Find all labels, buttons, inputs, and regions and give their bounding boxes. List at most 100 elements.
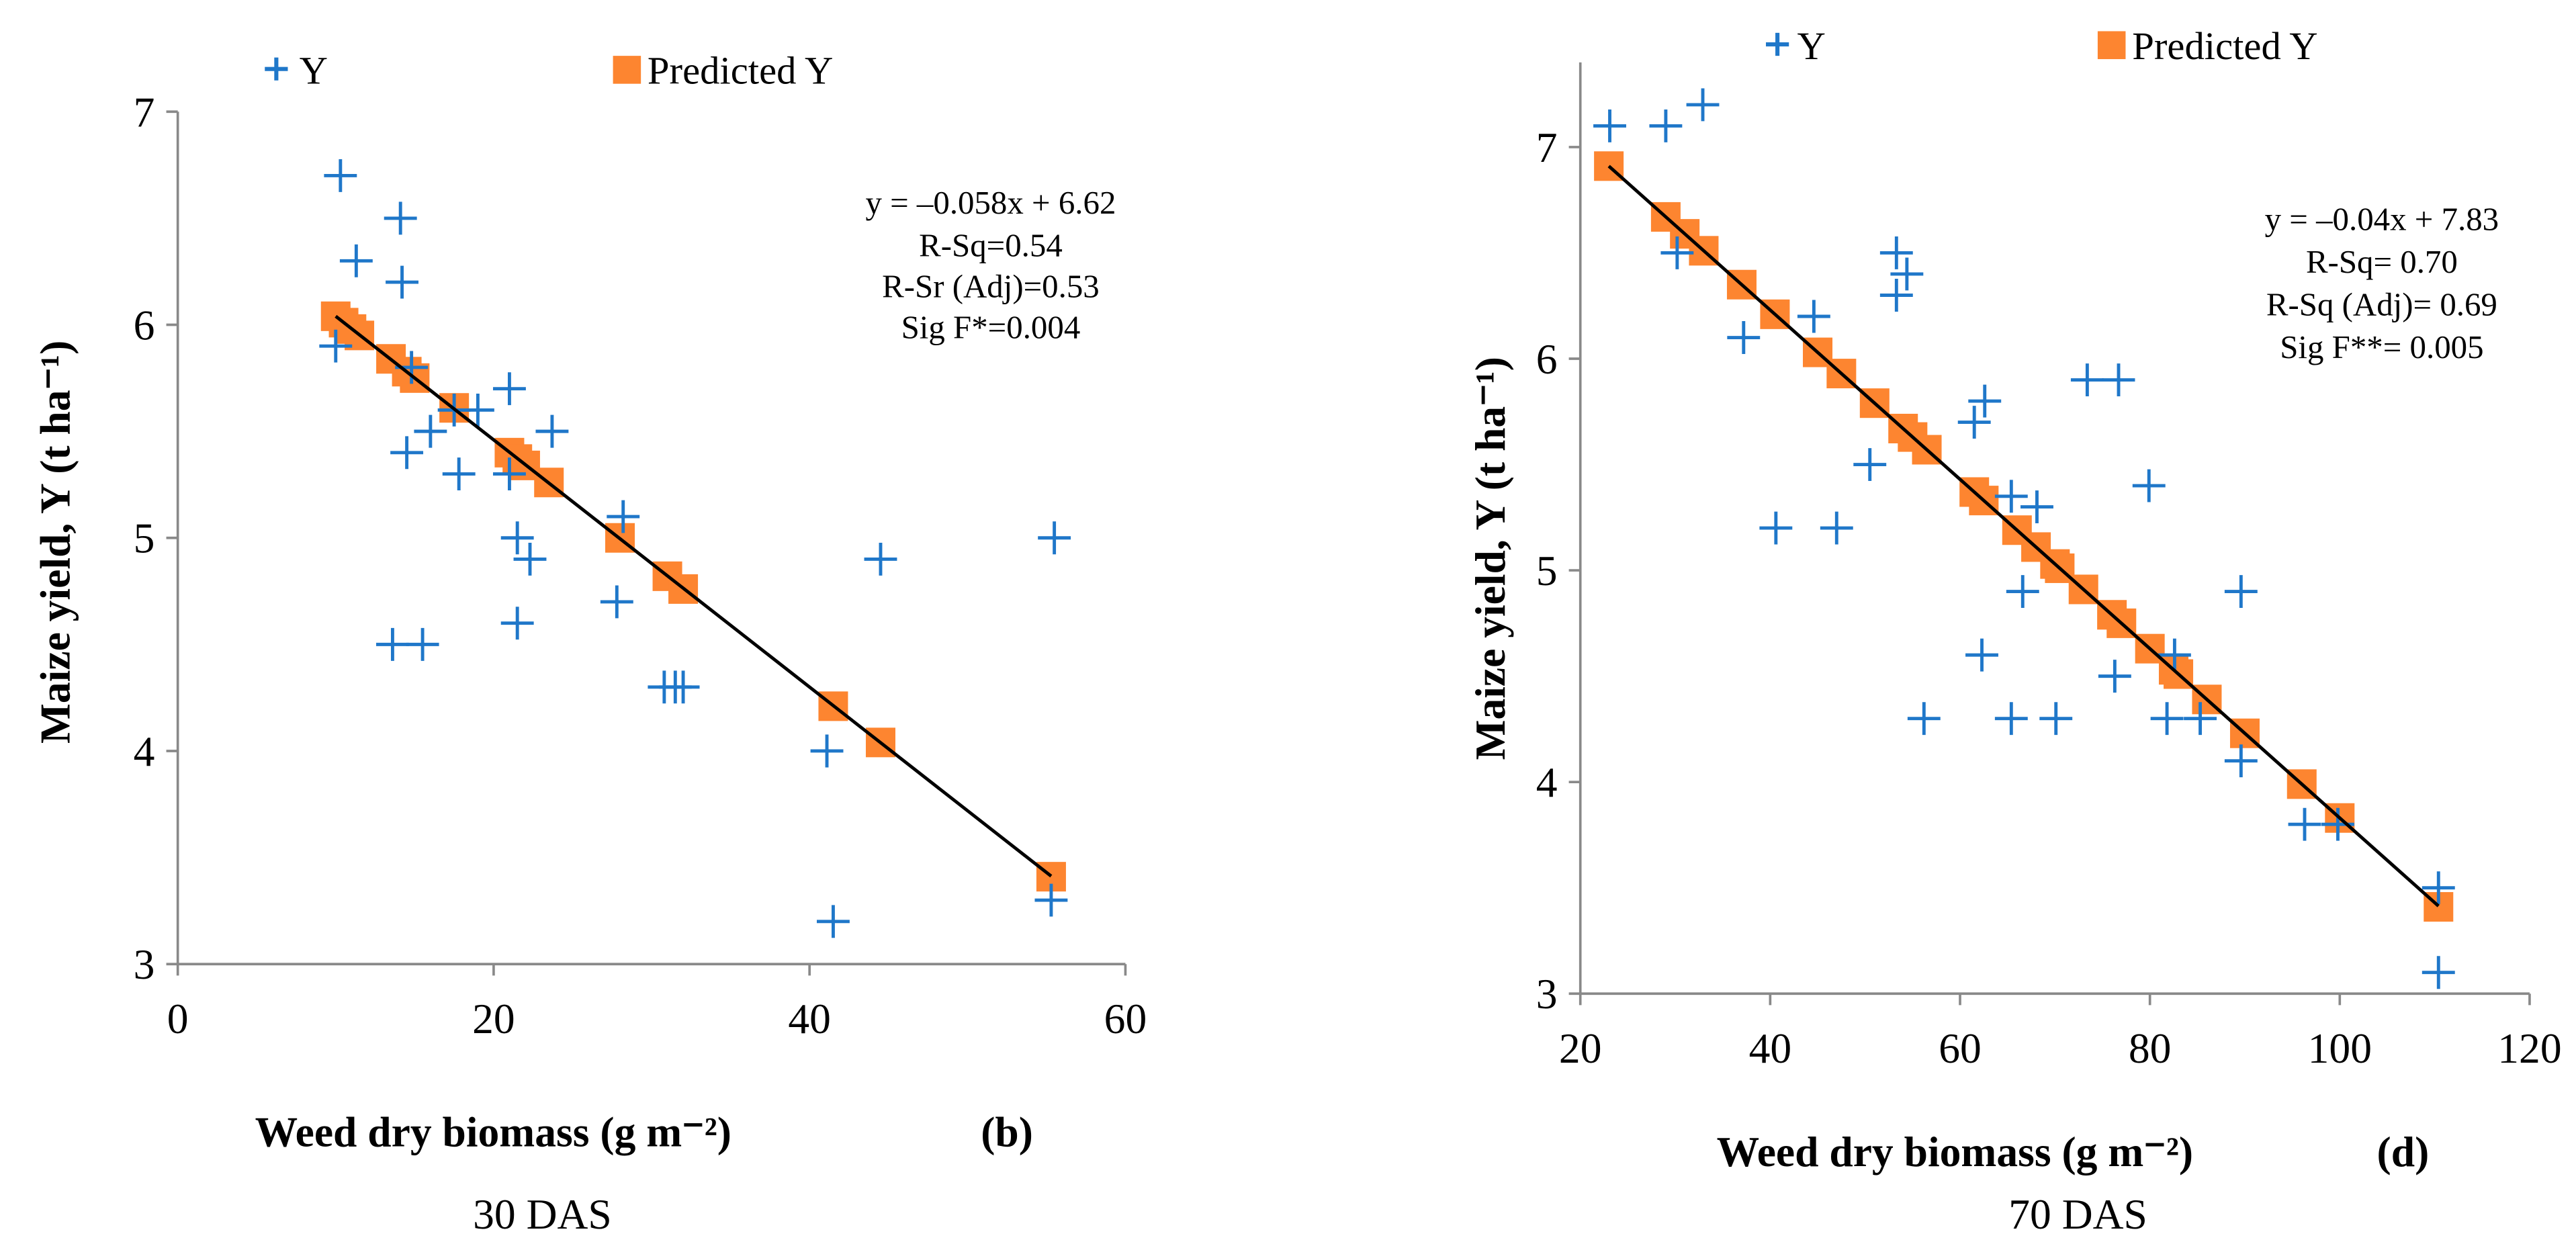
- observed-point: [1593, 109, 1626, 142]
- observed-point: [324, 159, 357, 192]
- observed-point: [339, 244, 373, 277]
- y-tick-label: 6: [1536, 335, 1558, 383]
- observed-point: [2224, 744, 2258, 778]
- observed-point: [2150, 702, 2184, 736]
- observed-point: [2006, 575, 2039, 609]
- observed-point: [1038, 521, 1071, 555]
- x-tick-label: 20: [1559, 1024, 1602, 1072]
- y-tick-label: 5: [1536, 547, 1558, 594]
- observed-point: [500, 521, 534, 555]
- observed-point: [1660, 236, 1694, 269]
- observed-point: [2184, 702, 2217, 736]
- observed-point: [513, 543, 547, 576]
- y-tick-label: 3: [1536, 970, 1558, 1018]
- observed-point: [386, 265, 418, 299]
- observed-point: [461, 393, 494, 427]
- legend-predicted-marker: [613, 56, 641, 84]
- observed-point: [1853, 448, 1887, 482]
- observed-point: [607, 500, 640, 533]
- panel-label: (d): [2377, 1128, 2430, 1176]
- y-tick-label: 6: [134, 302, 155, 349]
- observed-point: [810, 734, 844, 768]
- x-tick-label: 60: [1939, 1024, 1982, 1072]
- legend-predicted-marker: [2097, 31, 2126, 60]
- r-sq-text: R-Sq= 0.70: [2306, 243, 2458, 280]
- observed-point: [666, 670, 700, 704]
- observed-point: [442, 457, 476, 491]
- observed-point: [1957, 406, 1991, 439]
- y-tick-label: 5: [134, 515, 155, 562]
- observed-point: [1879, 236, 1913, 269]
- y-tick-label: 4: [134, 727, 155, 775]
- observed-point: [2158, 638, 2191, 672]
- observed-point: [2288, 807, 2321, 841]
- observed-point: [1034, 883, 1068, 917]
- x-axis-title: Weed dry biomass (g m⁻²): [255, 1108, 731, 1156]
- y-tick-label: 4: [1536, 758, 1558, 806]
- observed-point: [1759, 511, 1793, 545]
- annotation: y = –0.058x + 6.62 R-Sq=0.54 R-Sr (Adj)=…: [865, 184, 1116, 346]
- chart-panel-70-das: Y Predicted Y y = –0.04x + 7.83 R-Sq= 0.…: [1466, 24, 2561, 1238]
- observed-point: [864, 543, 897, 576]
- observed-point: [1879, 279, 1913, 312]
- observed-point: [384, 202, 417, 235]
- y-axis-title: Maize yield, Y (t ha⁻¹): [31, 341, 79, 744]
- observed-point: [1649, 109, 1683, 142]
- observed-point: [414, 414, 447, 448]
- observed-point: [2098, 660, 2131, 693]
- observed-point: [1968, 384, 2002, 418]
- x-tick-label: 120: [2497, 1024, 2561, 1072]
- observed-point: [600, 585, 633, 619]
- observed-point: [816, 905, 850, 938]
- observed-series: [319, 159, 1071, 938]
- caption: 70 DAS: [2008, 1190, 2147, 1238]
- x-tick-label: 40: [788, 995, 831, 1043]
- x-tick-label: 20: [472, 995, 515, 1043]
- observed-point: [2070, 363, 2104, 396]
- observed-point: [1686, 88, 1720, 122]
- observed-point: [535, 414, 569, 448]
- observed-point: [319, 329, 353, 363]
- observed-point: [492, 457, 526, 491]
- observed-point: [2039, 702, 2073, 736]
- panel-label: (b): [981, 1108, 1033, 1156]
- x-tick-label: 100: [2308, 1024, 2372, 1072]
- observed-point: [1890, 257, 1924, 291]
- observed-series: [1593, 88, 2455, 989]
- x-axis-title: Weed dry biomass (g m⁻²): [1717, 1128, 2193, 1176]
- observed-point: [406, 627, 439, 661]
- sig-f-text: Sig F*=0.004: [901, 309, 1081, 346]
- r-sq-text: R-Sq=0.54: [919, 226, 1063, 263]
- equation-text: y = –0.058x + 6.62: [865, 184, 1116, 221]
- observed-point: [2422, 956, 2455, 989]
- regression-line: [1607, 165, 2440, 907]
- observed-point: [1994, 480, 2028, 513]
- caption: 30 DAS: [473, 1190, 612, 1238]
- equation-text: y = –0.04x + 7.83: [2265, 200, 2499, 237]
- x-tick-label: 40: [1749, 1024, 1792, 1072]
- observed-point: [390, 436, 424, 470]
- observed-point: [2132, 469, 2166, 502]
- observed-point: [1797, 300, 1830, 333]
- observed-point: [2102, 363, 2135, 396]
- sig-f-text: Sig F**= 0.005: [2280, 328, 2483, 365]
- legend-predicted-label: Predicted Y: [648, 49, 833, 93]
- annotation: y = –0.04x + 7.83 R-Sq= 0.70 R-Sq (Adj)=…: [2265, 200, 2499, 365]
- observed-point: [1994, 702, 2028, 736]
- axes: 3 4 5 6 7 20 40 60 80 100 120: [1536, 62, 2562, 1072]
- legend-observed-label: Y: [300, 49, 328, 93]
- legend: Y Predicted Y: [1766, 24, 2318, 68]
- observed-point: [1965, 638, 1998, 672]
- observed-point: [1820, 511, 1853, 545]
- regression-line: [335, 314, 1053, 878]
- observed-point: [1907, 702, 1941, 736]
- observed-point: [2020, 490, 2053, 524]
- observed-point: [492, 372, 526, 406]
- observed-point: [2422, 871, 2455, 905]
- y-tick-label: 7: [134, 88, 155, 136]
- r-sq-adj-text: R-Sr (Adj)=0.53: [882, 268, 1100, 305]
- legend: Y Predicted Y: [265, 49, 833, 93]
- y-tick-label: 7: [1536, 124, 1558, 171]
- observed-point: [375, 627, 409, 661]
- y-tick-label: 3: [134, 940, 155, 988]
